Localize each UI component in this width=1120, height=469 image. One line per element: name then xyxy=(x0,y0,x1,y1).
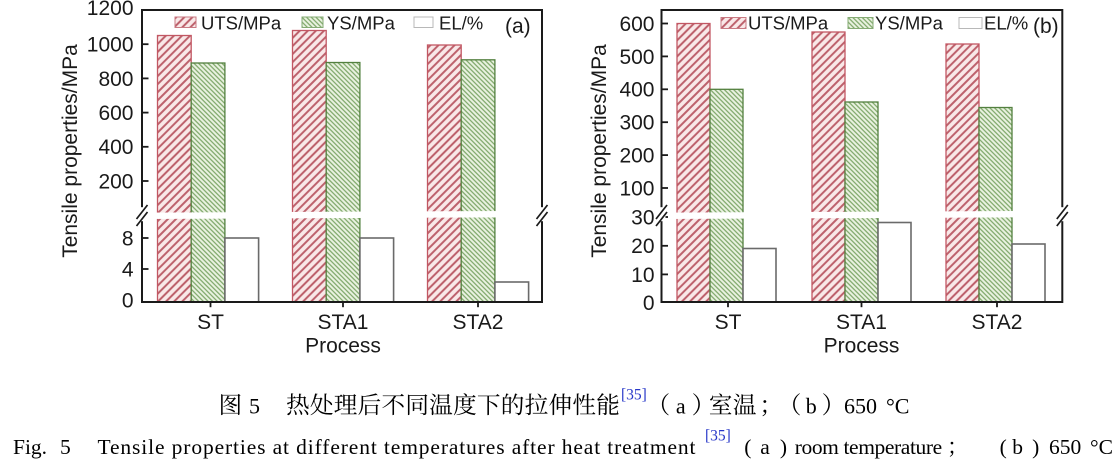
svg-text:5: 5 xyxy=(60,435,71,459)
svg-text:600: 600 xyxy=(98,102,133,125)
svg-text:): ) xyxy=(1032,435,1039,459)
svg-text:1200: 1200 xyxy=(87,0,134,20)
svg-text:4: 4 xyxy=(122,258,134,281)
svg-text:a: a xyxy=(760,435,770,459)
svg-text:Process: Process xyxy=(824,335,900,358)
svg-text:0: 0 xyxy=(122,289,134,312)
svg-text:UTS/MPa: UTS/MPa xyxy=(748,13,829,34)
svg-text:): ) xyxy=(780,435,787,459)
svg-text:100: 100 xyxy=(619,177,654,200)
svg-text:UTS/MPa: UTS/MPa xyxy=(201,13,282,34)
svg-text:STA2: STA2 xyxy=(972,311,1023,334)
svg-text:8: 8 xyxy=(122,227,134,250)
svg-text:STA1: STA1 xyxy=(836,311,887,334)
svg-text:EL/%: EL/% xyxy=(984,13,1028,34)
svg-text:200: 200 xyxy=(619,145,654,168)
svg-text:600: 600 xyxy=(619,13,654,36)
svg-text:YS/MPa: YS/MPa xyxy=(327,13,396,34)
svg-text:800: 800 xyxy=(98,68,133,91)
svg-text:(b): (b) xyxy=(1033,15,1059,38)
svg-text:650: 650 xyxy=(844,393,877,418)
svg-text:500: 500 xyxy=(619,46,654,69)
svg-text:[35]: [35] xyxy=(705,428,731,445)
svg-text:Process: Process xyxy=(305,335,381,358)
svg-text:YS/MPa: YS/MPa xyxy=(875,13,944,34)
svg-text:°C: °C xyxy=(886,393,909,418)
svg-text:a: a xyxy=(676,393,686,418)
svg-text:0: 0 xyxy=(643,292,655,315)
svg-text:400: 400 xyxy=(98,136,133,159)
svg-text:1000: 1000 xyxy=(87,34,134,57)
svg-text:room temperature: room temperature xyxy=(795,435,943,459)
svg-text:Fig.: Fig. xyxy=(13,435,47,459)
svg-text:Tensile properties at differen: Tensile properties at different temperat… xyxy=(98,435,696,459)
svg-text:b: b xyxy=(1012,435,1023,459)
svg-text:STA2: STA2 xyxy=(453,311,504,334)
svg-text:30: 30 xyxy=(631,206,654,229)
svg-text:ST: ST xyxy=(715,311,742,334)
svg-text:400: 400 xyxy=(619,79,654,102)
svg-text:300: 300 xyxy=(619,112,654,135)
svg-text:(a): (a) xyxy=(505,15,531,38)
svg-text:(: ( xyxy=(1000,435,1007,459)
svg-text:20: 20 xyxy=(631,235,654,258)
svg-text:[35]: [35] xyxy=(621,387,647,404)
svg-text:b: b xyxy=(806,393,817,418)
svg-text:°C: °C xyxy=(1090,435,1113,459)
svg-text:5: 5 xyxy=(249,393,260,418)
svg-text:ST: ST xyxy=(197,311,224,334)
svg-text:10: 10 xyxy=(631,264,654,287)
svg-text:(: ( xyxy=(744,435,751,459)
svg-text:650: 650 xyxy=(1049,435,1081,459)
svg-text:200: 200 xyxy=(98,170,133,193)
svg-text:EL/%: EL/% xyxy=(439,13,483,34)
svg-text:Tensile properties/MPa: Tensile properties/MPa xyxy=(588,44,611,258)
svg-text:STA1: STA1 xyxy=(318,311,369,334)
svg-text:Tensile properties/MPa: Tensile properties/MPa xyxy=(59,44,82,258)
